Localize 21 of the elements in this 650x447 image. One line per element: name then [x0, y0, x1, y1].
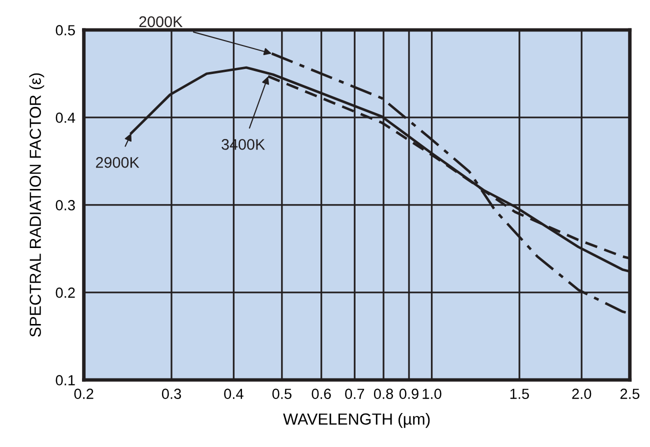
y-axis-title: SPECTRAL RADIATION FACTOR (ε) [29, 73, 44, 337]
x-tick-label: 0.5 [272, 388, 292, 399]
y-tick-label: 0.4 [56, 112, 76, 123]
y-tick-label: 0.1 [56, 375, 75, 386]
y-tick-label: 0.2 [56, 288, 75, 298]
x-tick-label: 0.4 [224, 388, 244, 399]
x-tick-label: 1.0 [422, 388, 442, 399]
x-tick-label: 1.5 [510, 388, 529, 399]
x-tick-label: 0.8 [374, 388, 394, 399]
legend-label: 2900K [96, 157, 140, 168]
y-tick-label: 0.5 [56, 25, 75, 36]
x-tick-label: 0.2 [74, 388, 94, 399]
x-axis-title: WAVELENGTH (µm) [283, 412, 430, 428]
x-tick-label: 0.6 [312, 388, 331, 399]
x-tick-label: 2.0 [572, 388, 592, 399]
text: 2000K [139, 16, 183, 28]
y-tick-label: 0.3 [56, 200, 75, 210]
x-tick-label: 0.3 [162, 388, 181, 399]
x-tick-label: 0.9 [399, 388, 418, 399]
x-tick-label: 0.7 [345, 388, 364, 399]
x-tick-label: 2.5 [620, 388, 640, 399]
